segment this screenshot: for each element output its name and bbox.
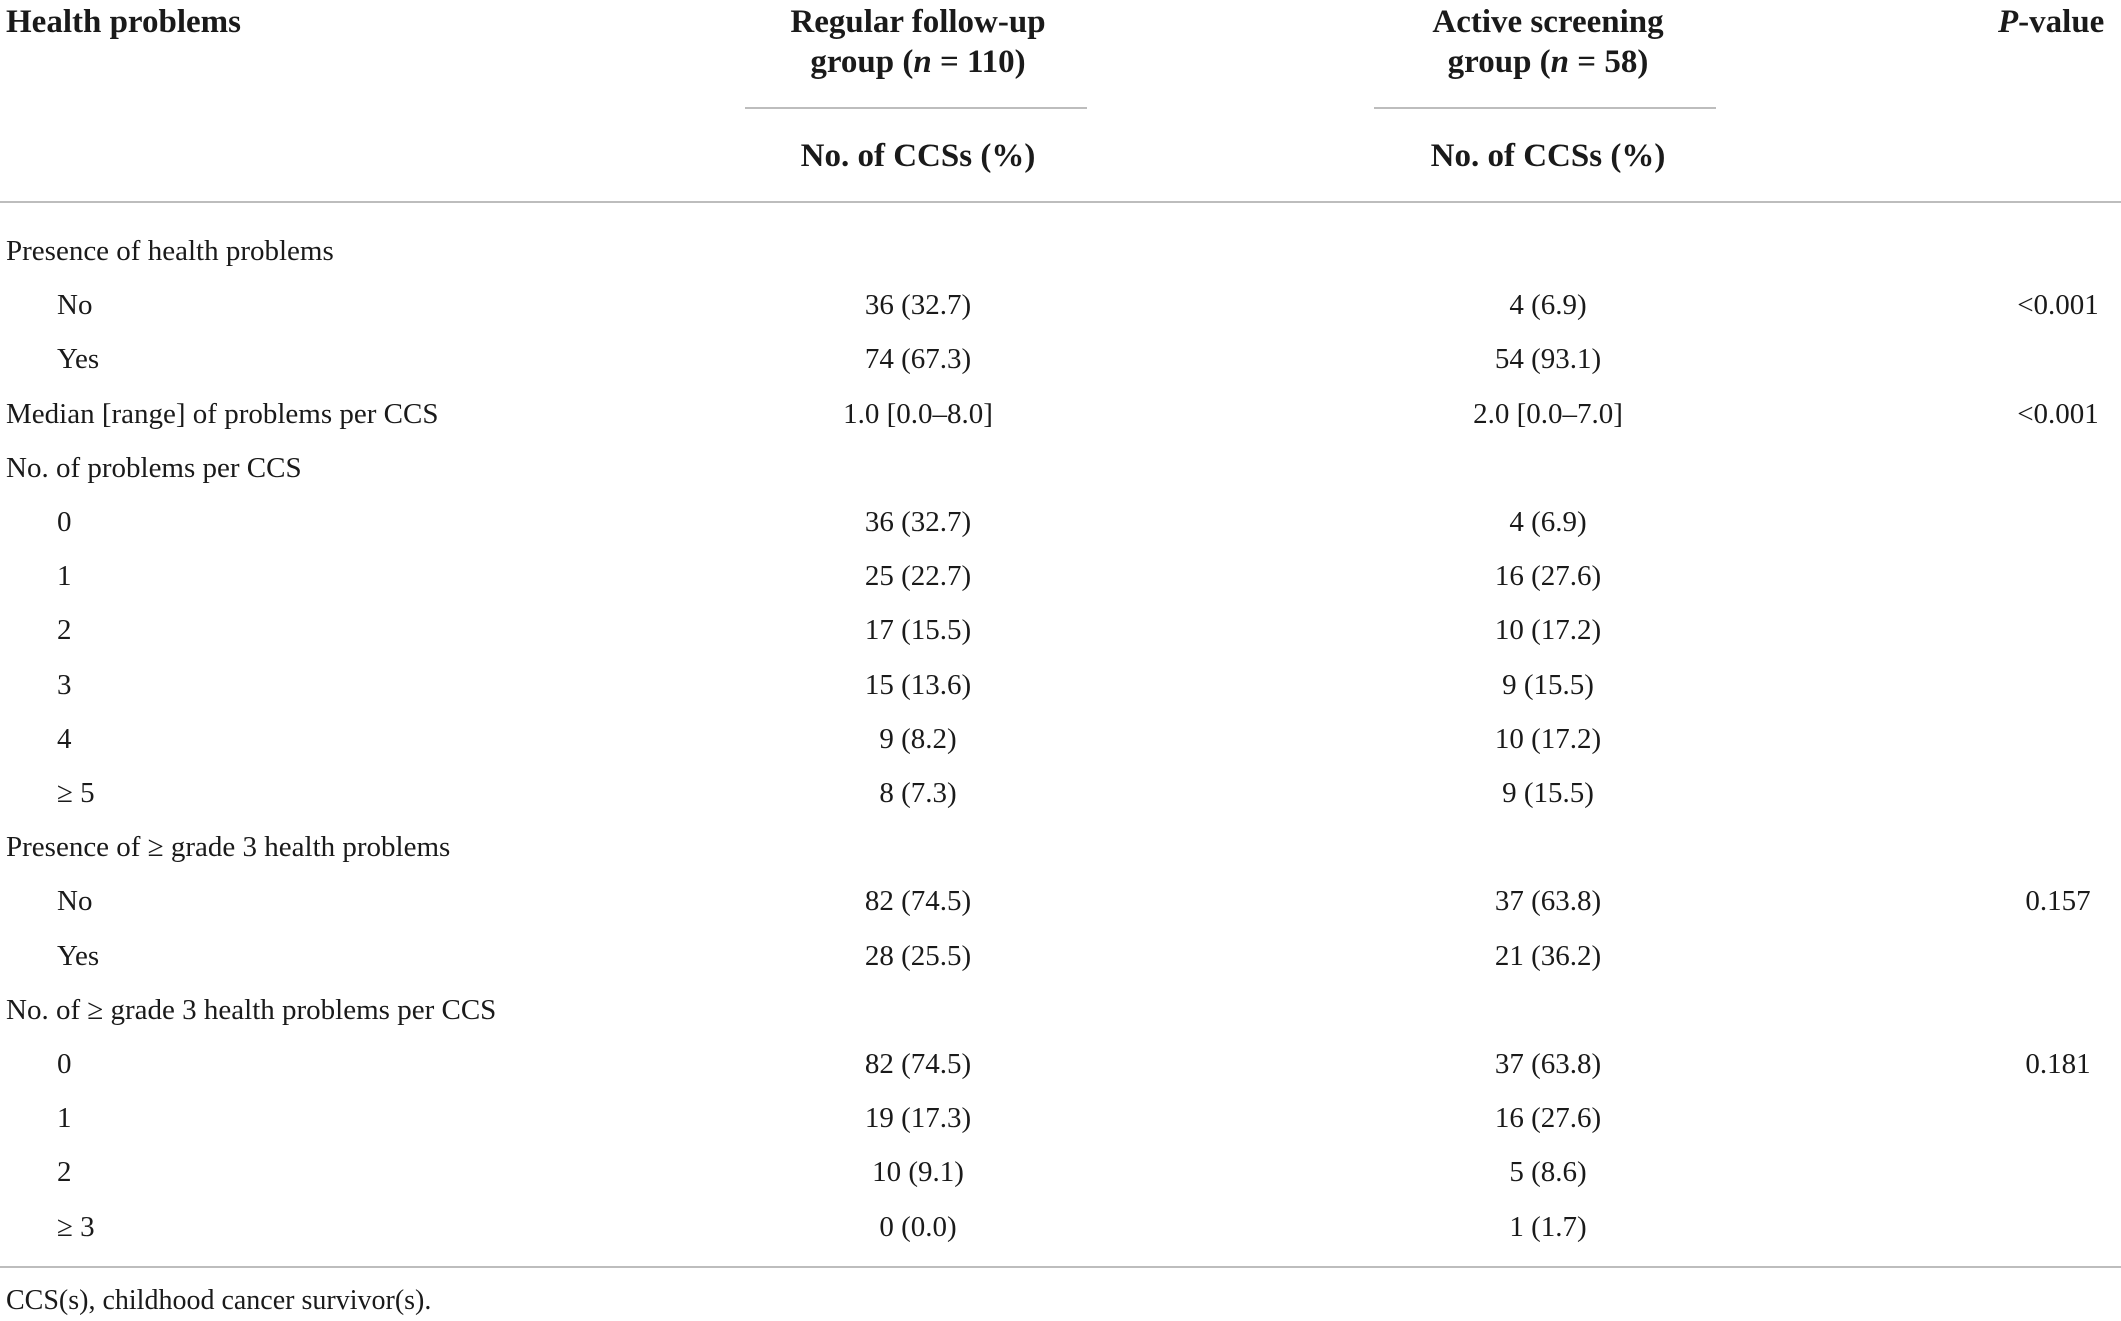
row-label: 4 (57, 722, 72, 755)
header-p-value: P-value (1998, 4, 2105, 40)
regular-value: 36 (32.7) (864, 289, 972, 322)
regular-value: 25 (22.7) (864, 560, 972, 593)
row-label: 0 (57, 1048, 72, 1080)
table-row: No 36 (32.7) 4 (6.9) <0.001 (0, 278, 2121, 332)
row-label: Yes (57, 343, 100, 376)
table-row: No 82 (74.5) 37 (63.8) 0.157 (0, 874, 2121, 928)
table-row: 2 10 (9.1) 5 (8.6) (0, 1145, 2121, 1199)
active-value: 1 (1.7) (1509, 1210, 1587, 1243)
regular-value: 10 (9.1) (872, 1156, 964, 1189)
row-label: 1 (57, 1102, 72, 1135)
row-label: Yes (57, 939, 100, 972)
table-bottom-rule (0, 1266, 2121, 1268)
active-value: 4 (6.9) (1509, 506, 1587, 538)
header-active-screening: Active screening group (n = 58) (1330, 2, 1766, 82)
row-label: Presence of ≥ grade 3 health problems (6, 831, 451, 864)
active-value: 9 (15.5) (1502, 777, 1594, 809)
table-row: Yes 74 (67.3) 54 (93.1) (0, 332, 2121, 386)
subheader-active: No. of CCSs (%) (1430, 138, 1666, 174)
table-row: 2 17 (15.5) 10 (17.2) (0, 603, 2121, 657)
table-row: 0 36 (32.7) 4 (6.9) (0, 495, 2121, 549)
active-value: 10 (17.2) (1494, 614, 1602, 647)
table-row: 1 19 (17.3) 16 (27.6) (0, 1091, 2121, 1145)
regular-value: 17 (15.5) (864, 614, 972, 647)
active-value: 37 (63.8) (1494, 885, 1602, 918)
regular-value: 74 (67.3) (864, 343, 972, 376)
regular-value: 15 (13.6) (864, 668, 972, 701)
row-label: No. of problems per CCS (6, 451, 302, 484)
row-label: Median [range] of problems per CCS (6, 397, 439, 430)
active-value: 2.0 [0.0–7.0] (1473, 397, 1623, 430)
active-value: 16 (27.6) (1494, 560, 1602, 593)
header-group-rule-regular (745, 107, 1087, 109)
active-value: 4 (6.9) (1509, 289, 1587, 322)
row-label: No (57, 885, 93, 918)
subheader-regular: No. of CCSs (%) (800, 138, 1036, 174)
row-label: No. of ≥ grade 3 health problems per CCS (6, 993, 497, 1026)
table-row: ≥ 3 0 (0.0) 1 (1.7) (0, 1200, 2121, 1254)
row-label: 3 (57, 668, 72, 701)
table-row: 1 25 (22.7) 16 (27.6) (0, 549, 2121, 603)
p-value: <0.001 (2017, 397, 2099, 430)
header-active-line2: group (n = 58) (1447, 44, 1649, 80)
table-row: Presence of ≥ grade 3 health problems (0, 820, 2121, 874)
table-row: No. of ≥ grade 3 health problems per CCS (0, 983, 2121, 1037)
row-label: No (57, 289, 93, 322)
table-row: No. of problems per CCS (0, 441, 2121, 495)
p-value: 0.157 (2025, 885, 2091, 918)
active-value: 54 (93.1) (1494, 343, 1602, 376)
regular-value: 0 (0.0) (879, 1210, 957, 1243)
row-label: Presence of health problems (6, 235, 334, 267)
active-value: 21 (36.2) (1494, 939, 1602, 972)
regular-value: 19 (17.3) (864, 1102, 972, 1135)
table-row: Median [range] of problems per CCS 1.0 [0… (0, 387, 2121, 441)
table-row: 0 82 (74.5) 37 (63.8) 0.181 (0, 1037, 2121, 1091)
active-value: 16 (27.6) (1494, 1102, 1602, 1135)
header-active-line1: Active screening (1432, 4, 1664, 40)
row-label: 0 (57, 506, 72, 538)
table-row: ≥ 5 8 (7.3) 9 (15.5) (0, 766, 2121, 820)
regular-value: 8 (7.3) (879, 777, 957, 809)
table-footnote: CCS(s), childhood cancer survivor(s). (6, 1285, 432, 1316)
regular-value: 82 (74.5) (864, 1048, 972, 1080)
header-regular-line1: Regular follow-up (790, 4, 1046, 40)
active-value: 9 (15.5) (1502, 668, 1594, 701)
row-label: ≥ 5 (57, 777, 95, 809)
header-health-problems: Health problems (6, 4, 241, 40)
table-row: Presence of health problems (0, 224, 2121, 278)
regular-value: 82 (74.5) (864, 885, 972, 918)
regular-value: 28 (25.5) (864, 939, 972, 972)
header-regular-followup: Regular follow-up group (n = 110) (700, 2, 1136, 82)
regular-value: 1.0 [0.0–8.0] (843, 397, 993, 430)
header-group-rule-active (1374, 107, 1716, 109)
table-row: 4 9 (8.2) 10 (17.2) (0, 712, 2121, 766)
active-value: 10 (17.2) (1494, 722, 1602, 755)
p-value: <0.001 (2017, 289, 2099, 322)
p-value: 0.181 (2025, 1048, 2091, 1080)
active-value: 37 (63.8) (1494, 1048, 1602, 1080)
row-label: 1 (57, 560, 72, 593)
regular-value: 9 (8.2) (879, 722, 957, 755)
row-label: 2 (57, 1156, 72, 1189)
row-label: 2 (57, 614, 72, 647)
header-regular-line2: group (n = 110) (810, 44, 1026, 80)
header-bottom-rule (0, 201, 2121, 203)
table-row: Yes 28 (25.5) 21 (36.2) (0, 929, 2121, 983)
active-value: 5 (8.6) (1509, 1156, 1587, 1189)
row-label: ≥ 3 (57, 1210, 95, 1243)
table-row: 3 15 (13.6) 9 (15.5) (0, 658, 2121, 712)
regular-value: 36 (32.7) (864, 506, 972, 538)
